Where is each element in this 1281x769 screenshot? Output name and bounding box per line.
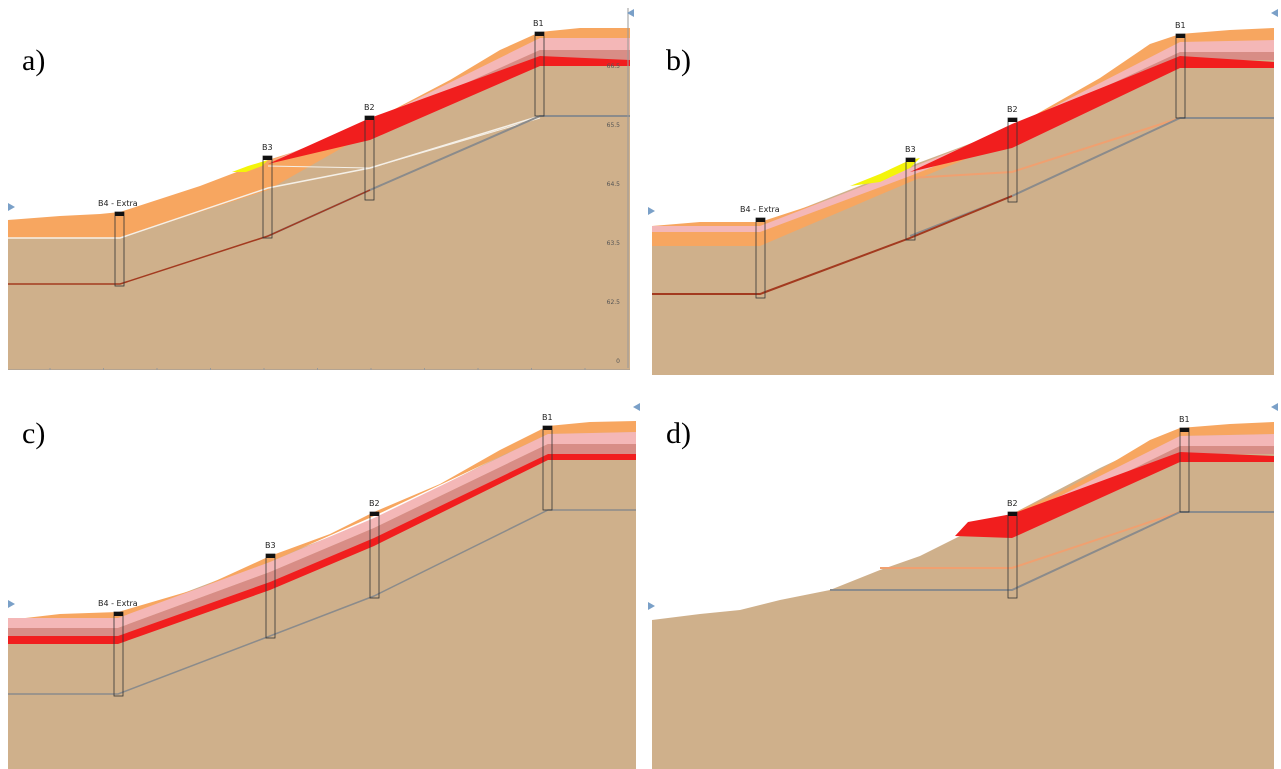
marker-left — [648, 207, 655, 215]
x-tick-label: 287180 — [306, 375, 329, 382]
panel-label-d: d) — [666, 417, 691, 450]
borehole-label: B1 — [533, 19, 544, 28]
yellow-lens — [850, 158, 920, 186]
borehole-label: B4 - Extra — [98, 599, 138, 608]
borehole-b4-extra: B4 - Extra — [740, 205, 780, 299]
borehole-b1: B1 — [542, 413, 553, 511]
borehole-b2: B2 — [369, 499, 380, 599]
x-tick-labels: 287130 287140 287150 287160 287170 287180 2871… — [39, 368, 597, 382]
marker-right — [633, 403, 640, 411]
panel-c: B1 B2 B3 B4 - Extra — [8, 413, 636, 769]
y-tick-label: 62.5 — [607, 299, 621, 306]
borehole-b1: B1 — [1175, 21, 1186, 119]
x-tick-label: 287210 — [467, 375, 490, 382]
panel-a: B1 B2 B3 B4 - Extra 287130 287140 287150 28… — [8, 8, 630, 382]
y-tick-label: 0 — [616, 358, 620, 365]
y-tick-label: 65.5 — [607, 122, 621, 129]
borehole-b4-extra: B4 - Extra — [98, 599, 138, 697]
borehole-label: B2 — [364, 103, 375, 112]
marker-right — [1271, 9, 1278, 17]
red-lens — [268, 56, 630, 164]
gray-contact-line — [8, 509, 636, 695]
orange-contact-line — [909, 117, 1181, 179]
brown-contact-line — [8, 189, 371, 285]
borehole-label: B3 — [262, 143, 273, 152]
borehole-label: B3 — [905, 145, 916, 154]
orange-surface-layer — [8, 28, 630, 238]
borehole-b1: B1 — [1179, 415, 1190, 513]
marker-left — [648, 602, 655, 610]
marker-right — [1271, 403, 1278, 411]
borehole-b4-extra: B4 - Extra — [98, 199, 138, 287]
panel-label-c: c) — [22, 417, 45, 450]
x-tick-label: 287190 — [360, 375, 383, 382]
borehole-label: B4 - Extra — [740, 205, 780, 214]
marker-left — [8, 600, 15, 608]
borehole-label: B1 — [1179, 415, 1190, 424]
y-tick-labels: 66.5 65.5 64.5 63.5 62.5 0 — [607, 63, 621, 365]
brown-contact-line — [652, 195, 1013, 295]
ground-fill — [8, 35, 630, 370]
borehole-b3: B3 — [905, 145, 916, 241]
borehole-b2: B2 — [1007, 105, 1018, 203]
panel-label-b: b) — [666, 44, 691, 77]
marker-left — [8, 203, 15, 211]
orange-surface-layer — [1012, 422, 1274, 522]
red-lens — [910, 56, 1274, 172]
x-tick-label: 287230 — [574, 375, 597, 382]
x-tick-label: 287150 — [146, 375, 169, 382]
x-tick-label: 287200 — [413, 375, 436, 382]
orange-surface-layer — [652, 28, 1274, 246]
panel-b: B1 B2 B3 B4 - Extra — [652, 21, 1274, 375]
borehole-b2: B2 — [1007, 499, 1018, 599]
gray-contact-line — [830, 511, 1274, 591]
y-tick-label: 66.5 — [607, 63, 621, 70]
borehole-label: B1 — [542, 413, 553, 422]
yellow-lens — [232, 160, 268, 172]
borehole-b3: B3 — [262, 143, 273, 239]
borehole-b1: B1 — [533, 19, 545, 117]
borehole-label: B2 — [1007, 499, 1018, 508]
ground-fill — [652, 38, 1274, 375]
marker-right — [627, 9, 634, 17]
x-tick-label: 287170 — [253, 375, 276, 382]
ground-fill — [652, 425, 1274, 769]
borehole-b3: B3 — [265, 541, 276, 639]
borehole-label: B2 — [1007, 105, 1018, 114]
borehole-b2: B2 — [364, 103, 375, 201]
x-tick-label: 287220 — [520, 375, 543, 382]
orange-contact-line — [880, 511, 1181, 569]
x-tick-label: 287130 — [39, 375, 62, 382]
x-tick-label: 287160 — [199, 375, 222, 382]
borehole-label: B3 — [265, 541, 276, 550]
white-contact-line-2 — [267, 117, 541, 169]
panel-d: B1 B2 — [652, 415, 1274, 769]
panel-label-a: a) — [22, 44, 45, 77]
y-tick-label: 63.5 — [607, 240, 621, 247]
mauve-layer — [1012, 52, 1274, 138]
ground-fill — [8, 430, 636, 769]
borehole-label: B1 — [1175, 21, 1186, 30]
borehole-label: B4 - Extra — [98, 199, 138, 208]
pink-layer — [1012, 434, 1274, 528]
red-lens — [955, 452, 1274, 538]
borehole-label: B2 — [369, 499, 380, 508]
x-tick-label: 287140 — [92, 375, 115, 382]
y-tick-label: 64.5 — [607, 181, 621, 188]
